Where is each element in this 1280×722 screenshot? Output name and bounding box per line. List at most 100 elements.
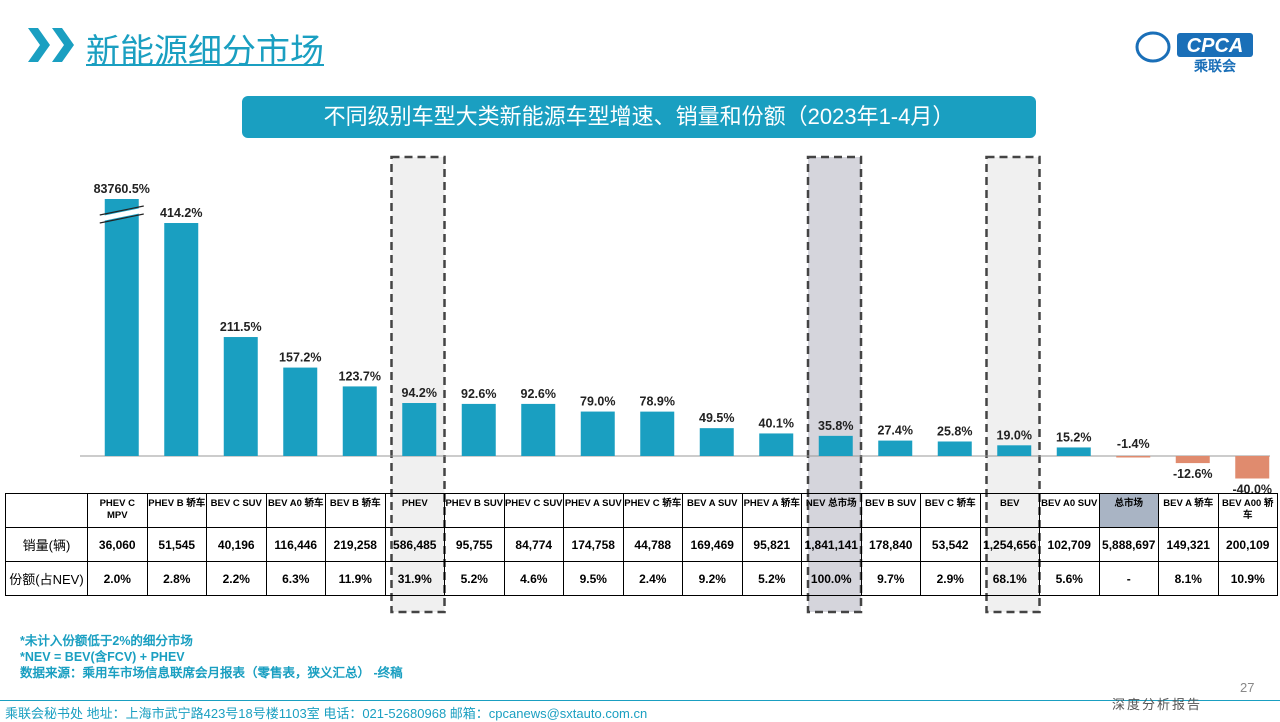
sales-cell: 149,321 [1158, 527, 1219, 562]
bar [342, 386, 377, 456]
chart-subtitle: 不同级别车型大类新能源车型增速、销量和份额（2023年1-4月） [242, 96, 1036, 138]
bar [818, 435, 853, 456]
sales-cell: 178,840 [860, 527, 921, 562]
column-header: BEV A0 轿车 [265, 493, 326, 528]
share-cell: 31.9% [384, 561, 445, 596]
data-label: 79.0% [580, 395, 615, 409]
bar [937, 441, 972, 456]
column-header: PHEV C MPV [87, 493, 148, 528]
bar [1116, 456, 1151, 458]
bar [759, 433, 794, 456]
data-label: 25.8% [937, 424, 972, 438]
data-label: 40.1% [759, 416, 794, 430]
sales-cell: 84,774 [503, 527, 564, 562]
data-label: 35.8% [818, 419, 853, 433]
svg-text:CPCA: CPCA [1187, 35, 1244, 57]
chevron-icon [52, 28, 74, 62]
sales-cell: 40,196 [206, 527, 267, 562]
sales-cell: 116,446 [265, 527, 326, 562]
axis-break [99, 207, 145, 222]
column-header: PHEV [384, 493, 445, 528]
page-title: 新能源细分市场 [86, 33, 324, 71]
bar [104, 199, 139, 456]
column-header: PHEV B SUV [444, 493, 505, 528]
bar [580, 411, 615, 456]
data-label: 157.2% [279, 351, 321, 365]
footer-address: 乘联会秘书处 地址：上海市武宁路423号18号楼1103室 电话：021-526… [5, 706, 648, 721]
share-cell: 5.2% [741, 561, 802, 596]
bar [521, 403, 556, 456]
data-table: PHEV C MPV PHEV B 轿车 BEV C SUV BEV A0 轿车 BEV… [5, 493, 1278, 596]
share-cell: 9.2% [682, 561, 743, 596]
share-cell: 6.3% [265, 561, 326, 596]
column-header: PHEV C SUV [503, 493, 564, 528]
share-cell: 2.9% [920, 561, 981, 596]
data-label: 15.2% [1056, 430, 1091, 444]
column-header: BEV B SUV [860, 493, 921, 528]
sales-cell: 1,254,656 [979, 527, 1040, 562]
bar [164, 223, 199, 456]
data-label: 83760.5% [94, 182, 150, 196]
bar [699, 428, 734, 456]
bar [461, 403, 496, 456]
data-label: -1.4% [1117, 437, 1150, 451]
data-label: 414.2% [160, 206, 202, 220]
data-label: 123.7% [339, 369, 381, 383]
share-cell: 8.1% [1158, 561, 1219, 596]
column-header: PHEV A SUV [563, 493, 624, 528]
sales-cell: 53,542 [920, 527, 981, 562]
data-label: 19.0% [997, 428, 1032, 442]
share-cell: 9.7% [860, 561, 921, 596]
data-label: 92.6% [521, 387, 556, 401]
column-header: BEV B 轿车 [325, 493, 386, 528]
share-cell: 2.8% [146, 561, 207, 596]
share-cell: 68.1% [979, 561, 1040, 596]
data-label: 78.9% [640, 395, 675, 409]
sales-cell: 51,545 [146, 527, 207, 562]
column-header: BEV C 轿车 [920, 493, 981, 528]
column-header: PHEV B 轿车 [146, 493, 207, 528]
sales-cell: 586,485 [384, 527, 445, 562]
share-cell: 10.9% [1217, 561, 1278, 596]
share-cell: 4.6% [503, 561, 564, 596]
data-label: 92.6% [461, 387, 496, 401]
bar [283, 367, 318, 456]
data-label: -12.6% [1173, 467, 1213, 481]
share-cell: 2.4% [622, 561, 683, 596]
share-cell: 5.6% [1039, 561, 1100, 596]
sales-cell: 95,755 [444, 527, 505, 562]
column-header: PHEV A 轿车 [741, 493, 802, 528]
share-cell: 9.5% [563, 561, 624, 596]
corner-cell [5, 493, 88, 528]
bar [223, 337, 258, 456]
data-label: 94.2% [402, 386, 437, 400]
sales-cell: 1,841,141 [801, 527, 862, 562]
sales-cell: 200,109 [1217, 527, 1278, 562]
column-header: BEV [979, 493, 1040, 528]
note: *未计入份额低于2%的细分市场 [20, 634, 193, 648]
data-label: 27.4% [878, 424, 913, 438]
cpca-logo: CPCA 乘联会 [1135, 31, 1253, 73]
share-cell: 2.2% [206, 561, 267, 596]
bar [1175, 456, 1210, 464]
note: *NEV = BEV(含FCV) + PHEV [20, 650, 185, 664]
bar [640, 411, 675, 456]
share-cell: 5.2% [444, 561, 505, 596]
report-label: 深度分析报告 [1112, 697, 1203, 712]
column-header: BEV A SUV [682, 493, 743, 528]
column-header: 总市场 [1098, 493, 1159, 528]
column-header: BEV A 轿车 [1158, 493, 1219, 528]
sales-cell: 36,060 [87, 527, 148, 562]
column-header: BEV C SUV [206, 493, 267, 528]
column-header: PHEV C 轿车 [622, 493, 683, 528]
column-header: NEV 总市场 [801, 493, 862, 528]
share-cell: 2.0% [87, 561, 148, 596]
source-note: 数据来源：乘用车市场信息联席会月报表（零售表，狭义汇总） -终稿 [20, 666, 403, 680]
share-cell: 11.9% [325, 561, 386, 596]
share-cell: 100.0% [801, 561, 862, 596]
footer-divider [0, 700, 1280, 701]
bar [878, 440, 913, 456]
column-header: BEV A00 轿车 [1217, 493, 1278, 528]
share-cell: - [1098, 561, 1159, 596]
page-number: 27 [1240, 680, 1255, 695]
